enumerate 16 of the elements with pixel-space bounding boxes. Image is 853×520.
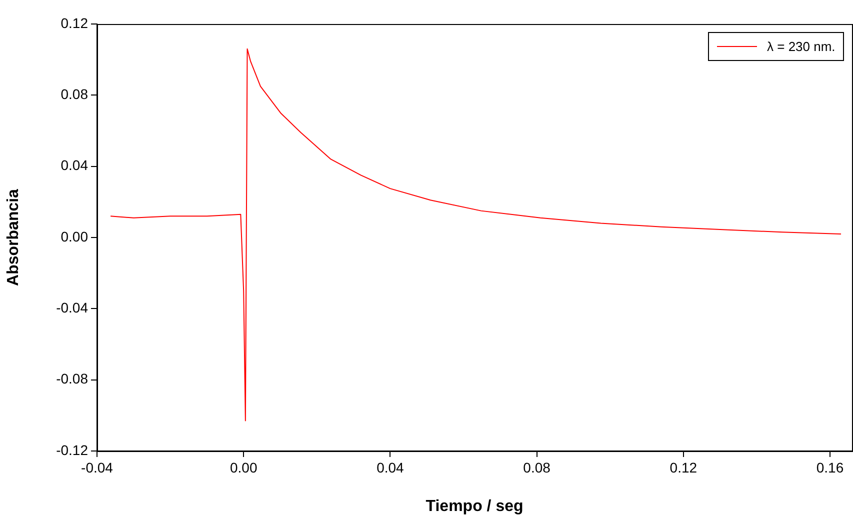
x-axis-title: Tiempo / seg (426, 498, 524, 515)
y-tick-label: -0.08 (56, 370, 88, 387)
y-tick-label: -0.12 (56, 442, 88, 458)
y-tick-label: 0.12 (60, 14, 88, 31)
y-tick-label: 0.00 (60, 228, 88, 244)
legend-label: λ = 230 nm. (767, 39, 836, 54)
x-tick-label: 0.16 (816, 459, 844, 476)
x-tick-label: -0.04 (81, 459, 114, 476)
x-tick-label: 0.00 (230, 459, 258, 476)
x-tick-label: 0.08 (523, 459, 551, 476)
y-axis-title: Absorbancia (5, 188, 22, 286)
x-tick-label: 0.12 (670, 459, 698, 476)
y-tick-label: -0.04 (56, 300, 88, 316)
y-tick-label: 0.08 (60, 86, 88, 102)
x-tick-label: 0.04 (376, 459, 404, 476)
y-tick-label: 0.04 (60, 157, 88, 174)
